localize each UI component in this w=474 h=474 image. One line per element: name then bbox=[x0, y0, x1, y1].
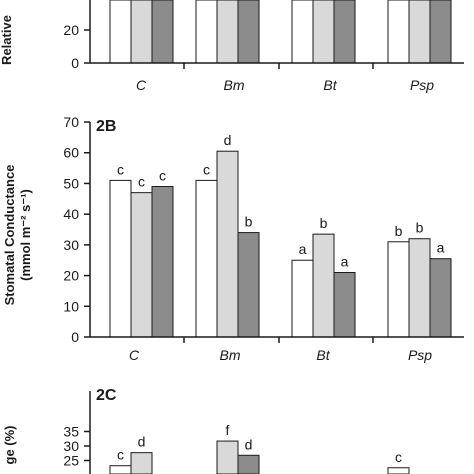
y-tick-label: 70 bbox=[63, 114, 79, 130]
bar-Psp-s0 bbox=[387, 241, 410, 338]
bar-Psp-s1 bbox=[408, 0, 431, 64]
significance-label: c bbox=[117, 161, 124, 177]
panel-2b-category-label: Bt bbox=[316, 347, 330, 363]
bar-Bm-s1 bbox=[216, 150, 239, 338]
bar-C-s2 bbox=[151, 0, 174, 64]
y-tick-label: 30 bbox=[63, 237, 79, 253]
panel-2b-y-axis-unit: (mmol m⁻² s⁻¹) bbox=[18, 189, 33, 281]
panel-2a-marks bbox=[109, 0, 452, 64]
y-tick-label: 10 bbox=[63, 298, 79, 314]
panel-2c-y-axis-label: ge (%) bbox=[2, 426, 17, 465]
panel-2b-y-ticks: 0 10 20 30 40 50 60 70 bbox=[63, 114, 90, 345]
bar-C-s1 bbox=[130, 452, 153, 474]
bar-C-s0 bbox=[109, 465, 132, 474]
significance-label: c bbox=[395, 449, 402, 465]
bar-Psp-s0 bbox=[387, 0, 410, 64]
y-tick-label: 50 bbox=[63, 175, 79, 191]
significance-label: d bbox=[138, 434, 146, 450]
bar-Bm-s0 bbox=[195, 179, 218, 338]
bar-Bm-s2 bbox=[237, 232, 260, 338]
bar-Psp-s0 bbox=[387, 467, 410, 474]
significance-label: a bbox=[341, 254, 349, 270]
bar-C-s0 bbox=[109, 179, 132, 338]
bar-Bt-s2 bbox=[333, 272, 356, 338]
panel-2b-y-axis-label: Stomatal Conductance bbox=[2, 165, 17, 306]
panel-2a-ytick-label: 20 bbox=[63, 22, 79, 38]
significance-label: b bbox=[395, 223, 403, 239]
panel-2b-category-label: C bbox=[129, 347, 140, 363]
bar-C-s0 bbox=[109, 0, 132, 64]
bar-Bt-s0 bbox=[291, 259, 314, 338]
significance-label: a bbox=[299, 241, 307, 257]
y-tick-label: 25 bbox=[63, 453, 79, 469]
bar-C-s1 bbox=[130, 0, 153, 64]
significance-label: d bbox=[224, 132, 232, 148]
significance-label: b bbox=[320, 215, 328, 231]
panel-2c-title: 2C bbox=[96, 387, 117, 404]
bar-Bm-s1 bbox=[216, 0, 239, 64]
significance-label: c bbox=[159, 168, 166, 184]
y-tick-label: 20 bbox=[63, 268, 79, 284]
bar-Psp-s1 bbox=[408, 238, 431, 338]
bar-Bm-s1 bbox=[216, 440, 239, 474]
bar-C-s2 bbox=[151, 186, 174, 338]
y-tick-label: 0 bbox=[71, 329, 79, 345]
bar-Bt-s1 bbox=[312, 0, 335, 64]
panel-2b-title: 2B bbox=[96, 118, 116, 135]
panel-2a-y-axis-label: Relative bbox=[0, 15, 14, 65]
significance-label: b bbox=[416, 220, 424, 236]
bar-Bt-s0 bbox=[291, 0, 314, 64]
bar-Bt-s2 bbox=[333, 0, 356, 64]
panel-2a-category-label: Psp bbox=[410, 77, 434, 93]
y-tick-label: 30 bbox=[63, 438, 79, 454]
panel-2b-category-label: Bm bbox=[220, 347, 241, 363]
bar-Bm-s0 bbox=[195, 0, 218, 64]
y-tick-label: 40 bbox=[63, 206, 79, 222]
panel-2a-category-label: Bm bbox=[224, 77, 245, 93]
significance-label: d bbox=[245, 436, 253, 452]
significance-label: c bbox=[117, 447, 124, 463]
panel-2b-category-label: Psp bbox=[408, 347, 432, 363]
panel-2a: 0 20 C Bm Bt Psp Relative bbox=[0, 0, 464, 93]
panel-2a-ytick-label: 0 bbox=[71, 55, 79, 71]
panel-2a-category-label: Bt bbox=[323, 77, 337, 93]
bar-C-s1 bbox=[130, 192, 153, 338]
bar-Bm-s2 bbox=[237, 454, 260, 474]
significance-label: c bbox=[138, 174, 145, 190]
bar-Bt-s1 bbox=[312, 233, 335, 338]
y-tick-label: 60 bbox=[63, 145, 79, 161]
significance-label: b bbox=[245, 214, 253, 230]
panel-2a-category-label: C bbox=[136, 77, 147, 93]
significance-label: f bbox=[226, 422, 230, 438]
bar-Bm-s2 bbox=[237, 0, 260, 64]
bar-Psp-s2 bbox=[429, 258, 452, 338]
y-tick-label: 35 bbox=[63, 424, 79, 440]
bar-Psp-s2 bbox=[429, 0, 452, 64]
significance-label: c bbox=[203, 161, 210, 177]
significance-label: a bbox=[437, 240, 445, 256]
